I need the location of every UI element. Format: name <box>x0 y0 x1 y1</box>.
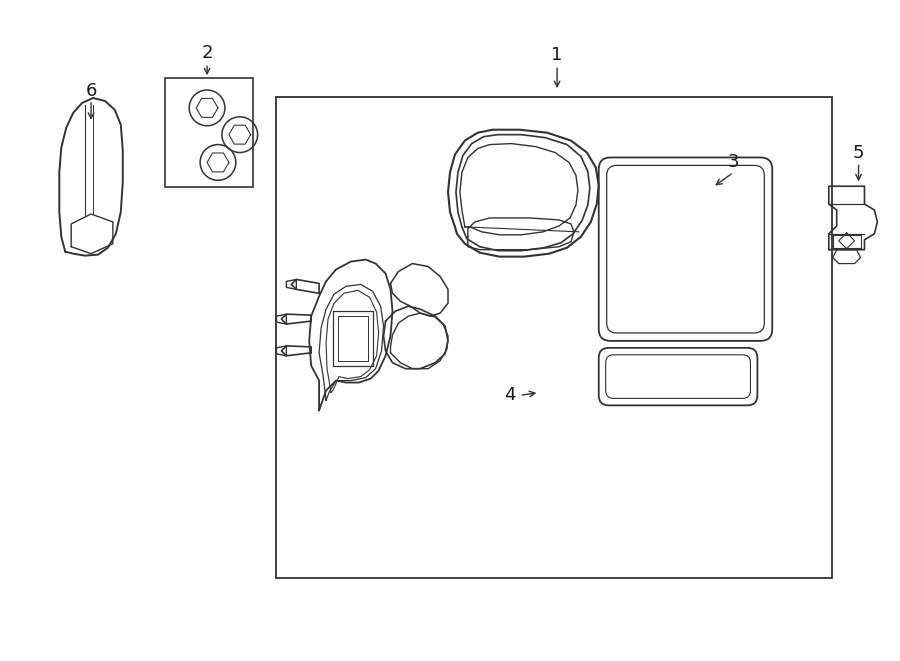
Text: 6: 6 <box>86 82 96 100</box>
Text: 1: 1 <box>552 46 562 64</box>
Text: 3: 3 <box>728 153 739 171</box>
Bar <box>166 78 253 187</box>
Text: 2: 2 <box>202 44 212 62</box>
Text: 4: 4 <box>504 387 515 405</box>
Bar <box>276 97 832 578</box>
Text: 5: 5 <box>853 143 864 161</box>
